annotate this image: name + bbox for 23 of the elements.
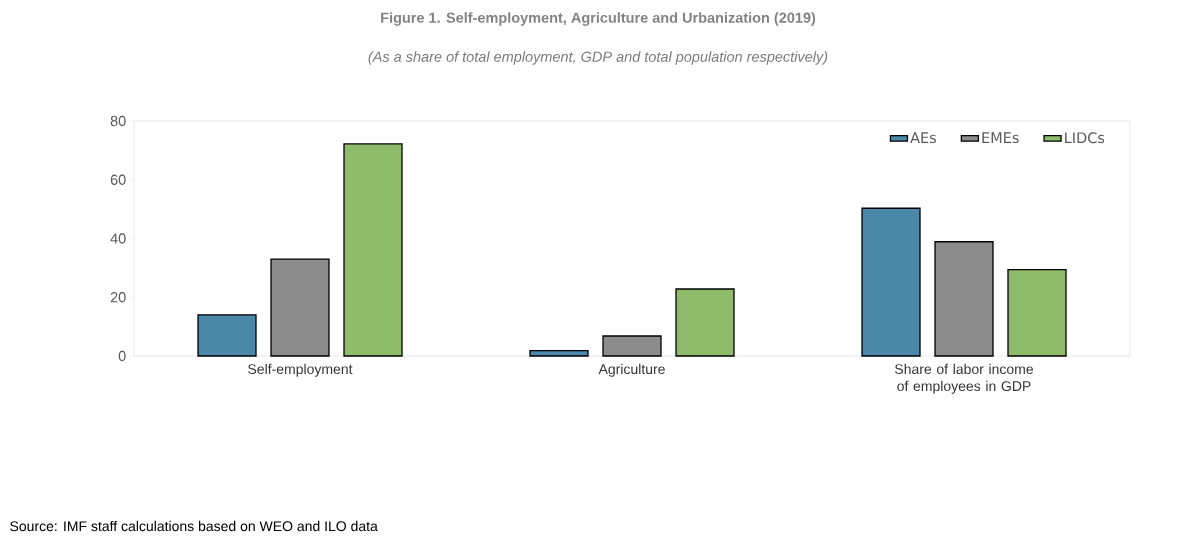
chart-subtitle: (As a share of total employment, GDP and total population respectively) (368, 51, 828, 65)
bar (675, 288, 735, 357)
bar (934, 241, 994, 357)
y-tick-label: 0 (118, 350, 126, 362)
bar (343, 143, 403, 357)
bar (270, 258, 330, 357)
y-tick-label: 40 (110, 233, 126, 244)
y-tick-label: 60 (110, 174, 126, 185)
bar (529, 350, 589, 357)
y-tick-label: 80 (110, 115, 126, 127)
bar (861, 207, 921, 357)
legend-label: AEs (910, 132, 937, 144)
chart-title: Figure 1. Self-employment, Agriculture and Urbanization (2019) (381, 12, 816, 26)
legend-label: EMEs (982, 132, 1019, 144)
source-note: Source: IMF staff calculations based on WEO and ILO data (10, 520, 378, 532)
bar (197, 314, 257, 357)
y-tick-label: 20 (110, 292, 126, 303)
bar (602, 335, 662, 357)
x-tick-label: Share of labor income of employees in GDP (895, 363, 1034, 394)
bar (1007, 268, 1067, 357)
x-tick-label: Self-employment (248, 363, 353, 377)
x-tick-label: Agriculture (598, 363, 665, 377)
legend-label: LIDCs (1065, 132, 1105, 144)
